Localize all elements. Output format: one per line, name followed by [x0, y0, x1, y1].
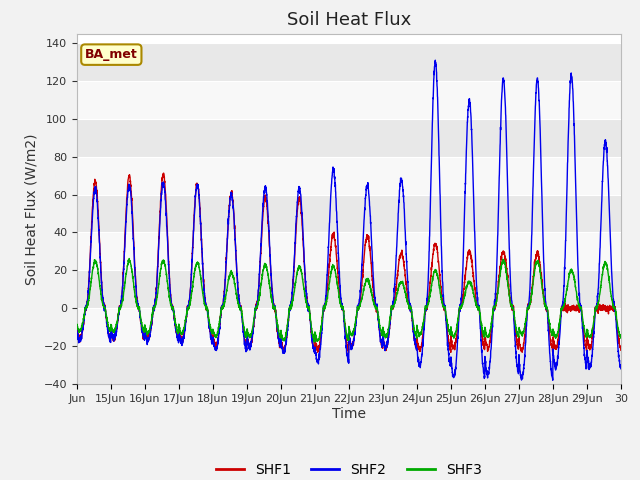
SHF2	[499, 77, 507, 83]
Bar	[77, 43, 621, 81]
SHF3	[310, 339, 318, 345]
Line: SHF3: SHF3	[77, 258, 621, 342]
Text: BA_met: BA_met	[85, 48, 138, 61]
SHF2	[617, 366, 625, 372]
SHF2	[436, 181, 444, 187]
Legend: SHF1, SHF2, SHF3: SHF1, SHF2, SHF3	[210, 457, 488, 480]
SHF3	[617, 333, 625, 339]
Bar	[77, 270, 621, 308]
SHF1	[167, 292, 175, 298]
SHF1	[160, 170, 168, 176]
Y-axis label: Soil Heat Flux (W/m2): Soil Heat Flux (W/m2)	[24, 133, 38, 285]
SHF2	[475, 305, 483, 311]
SHF1	[436, 272, 444, 277]
SHF3	[425, 298, 433, 304]
Bar	[77, 119, 621, 156]
SHF1	[73, 324, 81, 330]
SHF1	[499, 251, 507, 257]
Bar	[77, 232, 621, 270]
SHF1	[344, 350, 352, 356]
Title: Soil Heat Flux: Soil Heat Flux	[287, 11, 411, 29]
SHF3	[476, 306, 483, 312]
SHF2	[431, 57, 439, 63]
SHF3	[73, 322, 81, 327]
X-axis label: Time: Time	[332, 407, 366, 420]
SHF1	[617, 348, 625, 353]
SHF3	[491, 305, 499, 311]
SHF3	[125, 255, 133, 261]
Bar	[77, 81, 621, 119]
SHF1	[491, 303, 499, 309]
SHF3	[436, 287, 444, 292]
SHF2	[166, 292, 174, 298]
SHF2	[549, 377, 557, 383]
SHF3	[167, 301, 175, 307]
SHF2	[73, 326, 81, 332]
Line: SHF1: SHF1	[77, 173, 621, 353]
Bar	[77, 308, 621, 346]
SHF3	[499, 258, 507, 264]
Bar	[77, 346, 621, 384]
Bar	[77, 156, 621, 194]
SHF1	[425, 293, 433, 299]
Line: SHF2: SHF2	[77, 60, 621, 380]
SHF2	[491, 299, 499, 305]
Bar	[77, 194, 621, 232]
SHF2	[425, 264, 433, 270]
SHF1	[476, 306, 483, 312]
